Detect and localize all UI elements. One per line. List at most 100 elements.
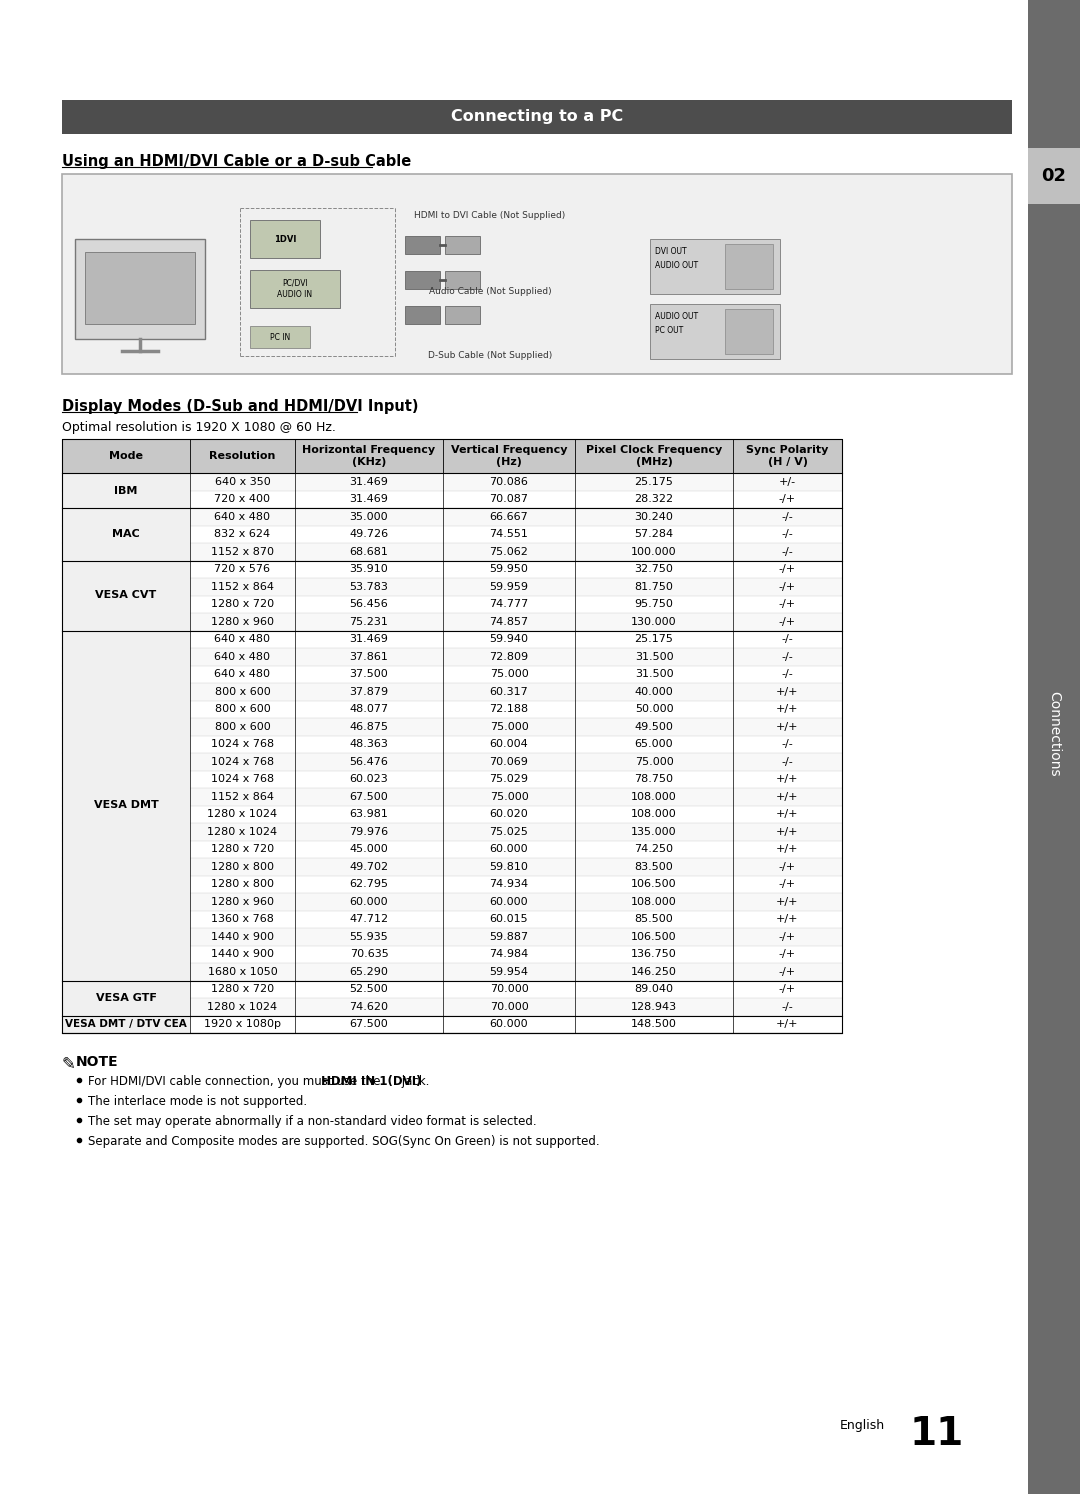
Text: 74.857: 74.857 [489,617,528,627]
Bar [62,701,842,719]
Text: 1DVI: 1DVI [274,235,296,244]
Text: +/-: +/- [779,477,796,487]
Text: 70.087: 70.087 [489,495,528,505]
Bar [62,665,842,683]
Text: 30.240: 30.240 [635,512,674,521]
Text: 74.777: 74.777 [489,599,528,610]
Bar [62,1016,190,1032]
Bar [725,244,773,288]
Text: 1280 x 720: 1280 x 720 [211,844,274,855]
Bar [62,946,842,964]
Bar [650,239,780,294]
Text: PC/DVI
AUDIO IN: PC/DVI AUDIO IN [278,279,312,299]
Bar [62,474,190,508]
Text: -/+: -/+ [779,985,796,994]
Text: 60.000: 60.000 [350,896,389,907]
Text: 100.000: 100.000 [631,547,677,557]
Text: +/+: +/+ [777,687,799,696]
Text: -/-: -/- [782,547,794,557]
Text: 1152 x 864: 1152 x 864 [211,581,274,592]
Text: -/-: -/- [782,651,794,662]
Bar [62,613,842,630]
Bar [249,326,310,348]
Text: 45.000: 45.000 [350,844,389,855]
Text: 60.317: 60.317 [489,687,528,696]
Bar [62,893,842,910]
Text: 67.500: 67.500 [350,792,389,802]
Text: 56.476: 56.476 [350,757,389,766]
Text: 70.635: 70.635 [350,949,389,959]
Text: 72.188: 72.188 [489,704,528,714]
Text: Display Modes (D-Sub and HDMI/DVI Input): Display Modes (D-Sub and HDMI/DVI Input) [62,399,419,414]
Bar [62,858,842,875]
Text: 57.284: 57.284 [634,529,674,539]
Text: 60.000: 60.000 [489,1019,528,1029]
Text: -/-: -/- [782,635,794,644]
Text: 148.500: 148.500 [631,1019,677,1029]
Bar [62,630,190,980]
Bar [62,998,842,1016]
Text: +/+: +/+ [777,914,799,925]
Text: 60.004: 60.004 [489,740,528,750]
Text: +/+: +/+ [777,1019,799,1029]
Bar [62,823,842,841]
Bar [62,841,842,858]
Text: 720 x 400: 720 x 400 [215,495,270,505]
Bar [62,490,842,508]
Text: HDMI IN 1(DVI): HDMI IN 1(DVI) [321,1076,421,1088]
Text: 55.935: 55.935 [350,932,389,941]
Text: 50.000: 50.000 [635,704,673,714]
Bar [62,805,842,823]
Text: 66.667: 66.667 [489,512,528,521]
Text: 72.809: 72.809 [489,651,528,662]
Text: -/+: -/+ [779,495,796,505]
Text: 74.620: 74.620 [350,1002,389,1011]
Text: 59.959: 59.959 [489,581,528,592]
Text: 75.000: 75.000 [489,792,528,802]
Text: 70.000: 70.000 [489,1002,528,1011]
Text: VESA GTF: VESA GTF [95,994,157,1002]
Text: -/+: -/+ [779,949,796,959]
Bar [62,508,190,560]
Bar [62,771,842,787]
Text: DVI OUT: DVI OUT [654,247,687,255]
Bar [650,303,780,359]
Text: 37.500: 37.500 [350,669,389,680]
Bar [62,719,842,735]
Text: 32.750: 32.750 [635,565,674,574]
Bar [62,474,842,490]
Text: 1024 x 768: 1024 x 768 [211,757,274,766]
Text: 1280 x 1024: 1280 x 1024 [207,810,278,819]
Text: Using an HDMI/DVI Cable or a D-sub Cable: Using an HDMI/DVI Cable or a D-sub Cable [62,154,411,169]
Text: VESA CVT: VESA CVT [95,590,157,601]
Text: 37.861: 37.861 [350,651,389,662]
Text: 85.500: 85.500 [635,914,673,925]
Text: 49.726: 49.726 [350,529,389,539]
Bar [62,1016,842,1032]
Text: 106.500: 106.500 [631,880,677,889]
Text: 52.500: 52.500 [350,985,389,994]
Text: jack.: jack. [397,1076,429,1088]
Text: 1680 x 1050: 1680 x 1050 [207,967,278,977]
Bar [445,270,480,288]
Text: 70.086: 70.086 [489,477,528,487]
Text: 48.363: 48.363 [350,740,389,750]
Bar [62,173,1012,374]
Text: 70.000: 70.000 [489,985,528,994]
Text: 136.750: 136.750 [631,949,677,959]
Text: NOTE: NOTE [76,1055,119,1070]
Bar [1028,0,1080,1494]
Text: -/-: -/- [782,757,794,766]
Text: HDMI to DVI Cable (Not Supplied): HDMI to DVI Cable (Not Supplied) [415,212,566,221]
Text: -/-: -/- [782,669,794,680]
Text: 31.500: 31.500 [635,651,673,662]
Text: AUDIO OUT: AUDIO OUT [654,312,698,321]
Text: 25.175: 25.175 [635,635,674,644]
Text: 49.500: 49.500 [635,722,674,732]
Bar [62,596,842,613]
Text: 28.322: 28.322 [634,495,674,505]
Text: -/+: -/+ [779,617,796,627]
Text: 59.810: 59.810 [489,862,528,872]
Text: 640 x 480: 640 x 480 [215,669,270,680]
Text: -/+: -/+ [779,565,796,574]
